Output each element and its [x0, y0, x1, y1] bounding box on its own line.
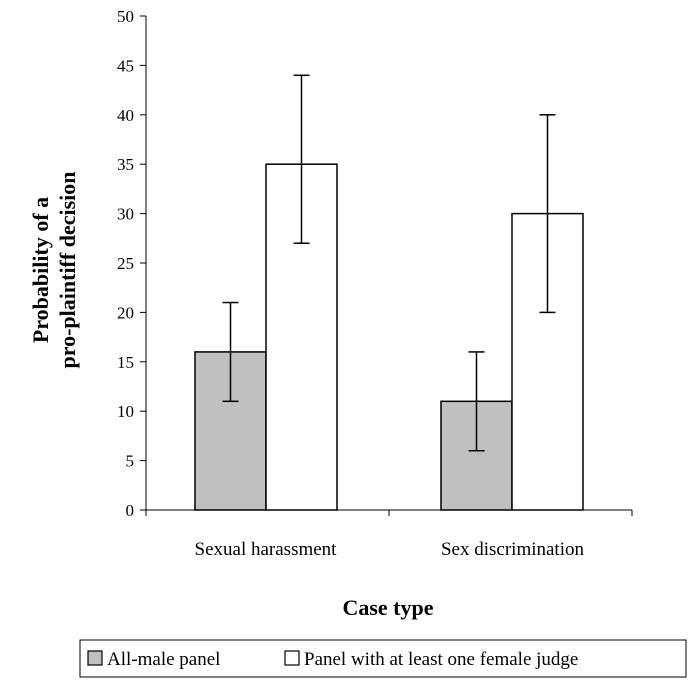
y-tick-label-15: 15: [117, 353, 134, 372]
y-axis-title-line-2: pro-plaintiff decision: [55, 171, 80, 368]
y-tick-label-50: 50: [117, 7, 134, 26]
legend-box: [79, 639, 687, 678]
legend-swatch-0: [87, 650, 103, 666]
legend: All-male panel Panel with at least one fe…: [79, 639, 687, 678]
y-tick-label-30: 30: [117, 205, 134, 224]
plot-area: 0 5 10 15 20 25 30 35 40 45 50 Sexual harassment Sex…: [117, 7, 633, 560]
y-tick-label-45: 45: [117, 56, 134, 75]
legend-swatch-1: [284, 650, 300, 666]
y-tick-label-25: 25: [117, 254, 134, 273]
y-tick-label-10: 10: [117, 402, 134, 421]
legend-label-1: Panel with at least one female judge: [304, 649, 578, 670]
y-tick-label-20: 20: [117, 303, 134, 322]
y-axis-title-line-1: Probability of a: [28, 197, 53, 343]
bar-all-male-harassment: [194, 351, 267, 511]
y-tick-label-5: 5: [126, 452, 135, 471]
category-label-0: Sexual harassment: [195, 539, 338, 560]
category-label-1: Sex discrimination: [441, 539, 585, 560]
y-tick-label-35: 35: [117, 155, 134, 174]
y-tick-label-40: 40: [117, 106, 134, 125]
y-tick-label-0: 0: [126, 501, 135, 520]
x-axis-title: Case type: [342, 595, 433, 620]
legend-label-0: All-male panel: [107, 649, 220, 670]
